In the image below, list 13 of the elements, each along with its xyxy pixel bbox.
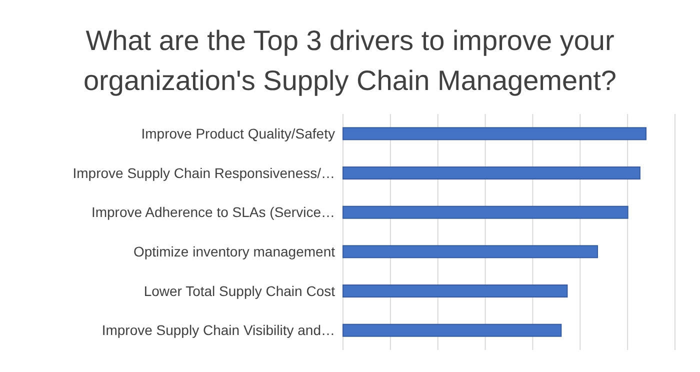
- y-tick-label: Optimize inventory management: [133, 244, 336, 260]
- y-tick-label: Lower Total Supply Chain Cost: [144, 282, 336, 299]
- bar: [342, 206, 628, 219]
- bar: [342, 284, 568, 298]
- bar: [342, 324, 562, 337]
- bar: [342, 127, 646, 140]
- chart-title: What are the Top 3 drivers to improve your organization's Supply Chain Management?: [83, 25, 617, 96]
- y-tick-label: Improve Supply Chain Responsiveness/…: [72, 164, 335, 181]
- y-tick-label: Improve Adherence to SLAs (Service…: [91, 204, 335, 220]
- y-tick-label: Improve Product Quality/Safety: [141, 126, 335, 142]
- y-tick-label: Improve Supply Chain Visibility and…: [102, 322, 335, 338]
- bar: [342, 166, 640, 180]
- bar: [342, 245, 598, 258]
